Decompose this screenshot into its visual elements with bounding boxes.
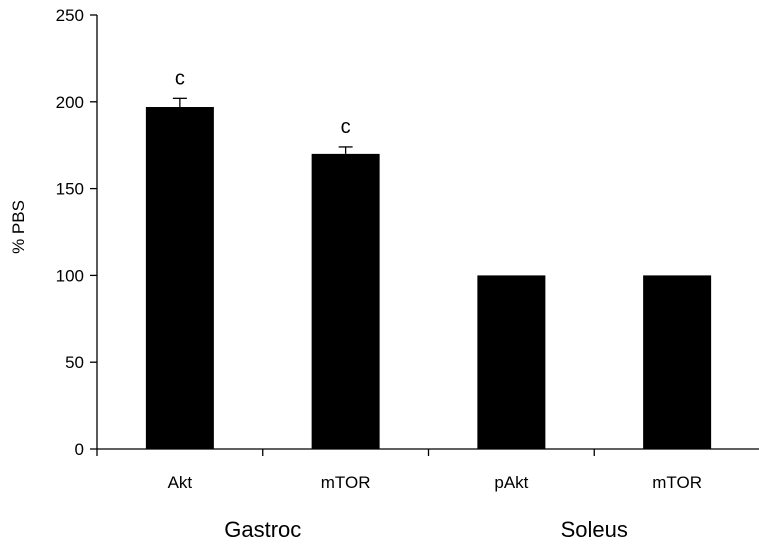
bar	[643, 275, 711, 449]
y-tick-label: 250	[56, 6, 84, 25]
category-label: mTOR	[652, 473, 702, 492]
bars: cc	[146, 67, 711, 449]
category-label: pAkt	[494, 473, 528, 492]
x-axis	[97, 449, 759, 456]
bar	[477, 275, 545, 449]
group-label: Soleus	[561, 517, 628, 542]
bar	[312, 154, 380, 449]
x-ticks	[97, 449, 759, 456]
significance-label: c	[175, 67, 185, 89]
category-labels: Akt mTOR pAkt mTOR	[168, 473, 702, 492]
y-tick-label: 150	[56, 180, 84, 199]
y-tick-label: 100	[56, 266, 84, 285]
y-axis: 0 50 100 150 200 250	[56, 6, 97, 459]
y-tick-label: 200	[56, 93, 84, 112]
y-axis-label: % PBS	[9, 200, 28, 254]
y-tick-label: 50	[65, 353, 84, 372]
category-label: mTOR	[321, 473, 371, 492]
category-label: Akt	[168, 473, 193, 492]
significance-label: c	[341, 116, 351, 138]
group-label: Gastroc	[224, 517, 301, 542]
bar	[146, 107, 214, 449]
group-labels: Gastroc Soleus	[224, 517, 628, 542]
y-tick-label: 0	[75, 440, 84, 459]
y-ticks: 0 50 100 150 200 250	[56, 6, 97, 459]
